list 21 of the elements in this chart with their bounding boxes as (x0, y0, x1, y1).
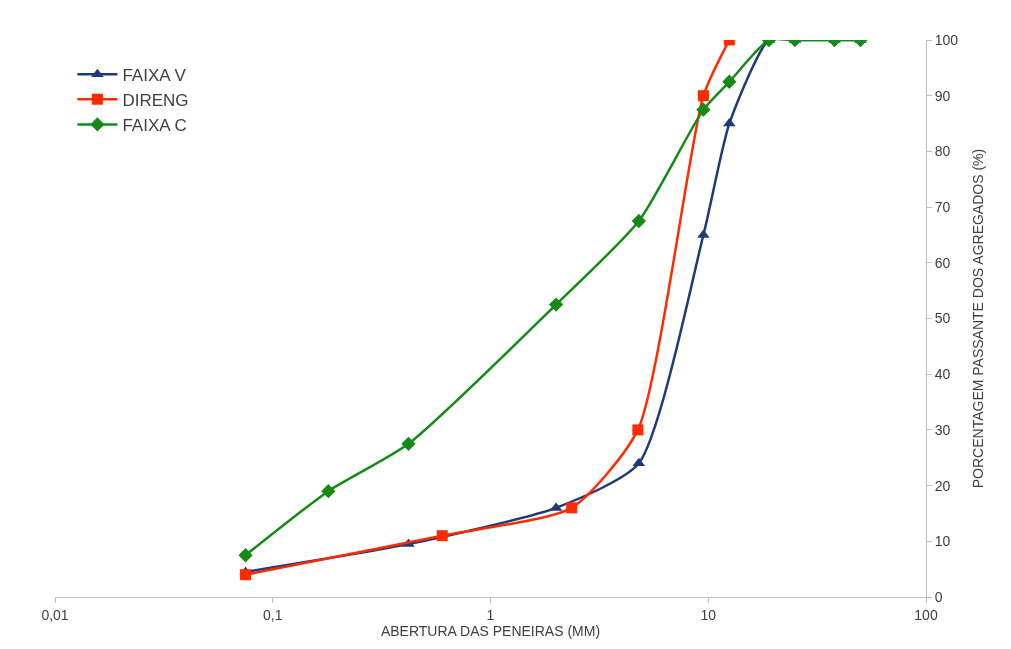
legend-label: FAIXA C (122, 116, 187, 136)
x-tick-label: 0,1 (263, 606, 283, 623)
legend-label: FAIXA V (122, 65, 187, 85)
y-tick-label: 80 (934, 143, 951, 160)
y-tick-label: 10 (934, 533, 951, 550)
y-tick-label: 30 (934, 421, 951, 438)
y-tick-label: 40 (934, 366, 951, 383)
x-tick-label: 10 (700, 606, 717, 623)
y-tick-label: 60 (934, 254, 951, 271)
x-tick-label: 100 (914, 606, 938, 623)
y-tick-label: 100 (934, 31, 959, 48)
x-axis-title: ABERTURA DAS PENEIRAS (MM) (380, 623, 601, 640)
y-tick-label: 70 (934, 199, 951, 215)
y-tick-label: 0 (934, 588, 943, 605)
y-axis-title: PORCENTAGEM PASSANTE DOS AGREGADOS (%) (969, 148, 986, 489)
x-tick-label: 0,01 (41, 606, 69, 623)
x-tick-label: 1 (486, 606, 495, 623)
y-tick-label: 20 (934, 477, 951, 494)
y-tick-label: 50 (934, 310, 951, 327)
y-tick-label: 90 (934, 87, 951, 104)
legend-label: DIRENG (122, 90, 189, 110)
